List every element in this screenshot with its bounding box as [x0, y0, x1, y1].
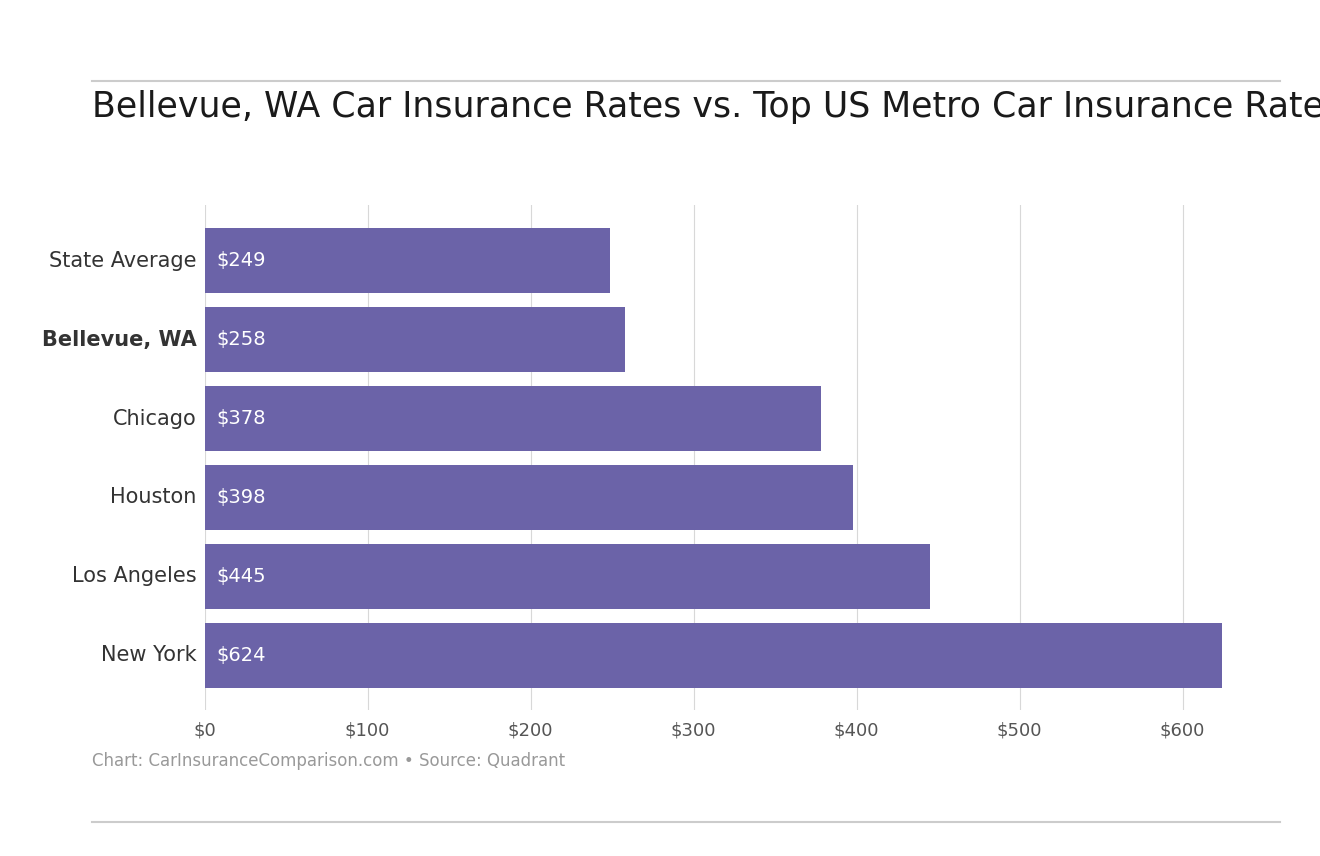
Text: $249: $249 — [216, 252, 265, 270]
Text: Chart: CarInsuranceComparison.com • Source: Quadrant: Chart: CarInsuranceComparison.com • Sour… — [92, 752, 565, 770]
Bar — [205, 229, 610, 293]
Text: Bellevue, WA: Bellevue, WA — [42, 330, 197, 349]
Bar — [205, 386, 821, 451]
Text: New York: New York — [100, 645, 197, 665]
Bar — [205, 544, 931, 609]
Text: $378: $378 — [216, 409, 265, 428]
Text: $258: $258 — [216, 330, 265, 349]
Text: $624: $624 — [216, 645, 265, 664]
Bar — [205, 623, 1222, 687]
Text: $445: $445 — [216, 567, 265, 586]
Text: Chicago: Chicago — [112, 408, 197, 429]
Text: Houston: Houston — [110, 487, 197, 508]
Bar — [205, 465, 853, 530]
Text: $398: $398 — [216, 488, 265, 507]
Bar — [205, 307, 626, 372]
Text: Los Angeles: Los Angeles — [71, 567, 197, 586]
Text: State Average: State Average — [49, 251, 197, 270]
Text: Bellevue, WA Car Insurance Rates vs. Top US Metro Car Insurance Rates: Bellevue, WA Car Insurance Rates vs. Top… — [92, 90, 1320, 124]
